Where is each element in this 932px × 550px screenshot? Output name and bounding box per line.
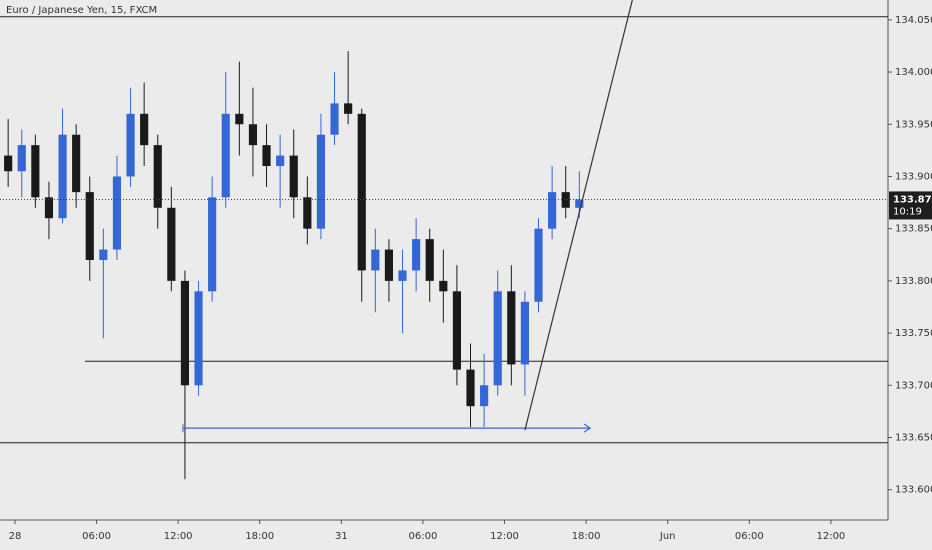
candle-body (208, 197, 217, 292)
candle-body (276, 155, 285, 167)
candle-body (248, 124, 258, 146)
x-tick-label: 12:00 (490, 531, 519, 542)
candle-body (412, 239, 421, 271)
candle-body (316, 134, 326, 229)
y-tick-label: 133.750 (895, 328, 932, 339)
y-tick-label: 133.950 (895, 119, 932, 130)
candle-body (425, 239, 434, 281)
x-tick-label: 18:00 (245, 531, 274, 542)
countdown-label: 10:19 (893, 206, 922, 217)
candle-body (520, 301, 529, 365)
x-tick-label: 06:00 (82, 531, 111, 542)
candle-body (4, 155, 13, 172)
candle-body (180, 280, 190, 386)
candle-body (452, 291, 461, 370)
y-tick-label: 133.850 (895, 224, 932, 235)
candle-body (303, 197, 312, 229)
candle-body (235, 113, 244, 125)
y-tick-label: 133.650 (895, 433, 932, 444)
y-tick-label: 133.600 (895, 485, 932, 496)
trend-line (524, 0, 633, 431)
y-tick-label: 134.000 (895, 67, 932, 78)
candle-body (575, 199, 584, 208)
last-price-box (889, 191, 932, 220)
candle-body (194, 291, 203, 386)
candle-body (480, 385, 489, 407)
candle-body (221, 113, 230, 198)
x-tick-label: 28 (9, 531, 22, 542)
chart-title: Euro / Japanese Yen, 15, FXCM (6, 5, 157, 16)
candle-body (262, 145, 271, 167)
candle-body (140, 113, 149, 146)
candle-body (72, 134, 81, 193)
x-tick-label: 31 (335, 531, 348, 542)
candle-body (344, 103, 353, 114)
candle-body (58, 134, 67, 219)
candle-body (548, 192, 557, 229)
x-tick-label: 06:00 (409, 531, 438, 542)
y-tick-label: 133.800 (895, 276, 932, 287)
candle-body (126, 113, 135, 177)
candle-body (289, 155, 298, 198)
last-price-label: 133.878 (893, 194, 932, 205)
candle-body (371, 249, 380, 271)
candle-body (357, 113, 366, 271)
candle-body (384, 249, 394, 281)
candle-body (493, 291, 502, 386)
x-tick-label: 18:00 (572, 531, 601, 542)
candle-body (466, 369, 475, 407)
y-tick-label: 133.700 (895, 380, 932, 391)
arrow-head (583, 423, 592, 433)
y-tick-label: 133.900 (895, 171, 932, 182)
candle-body (330, 103, 339, 135)
candle-body (31, 145, 40, 198)
candle-body (507, 291, 516, 365)
candle-body (99, 249, 108, 260)
x-tick-label: 12:00 (164, 531, 193, 542)
y-tick-label: 134.050 (895, 15, 932, 26)
x-tick-label: 06:00 (735, 531, 764, 542)
candle-body (439, 280, 448, 292)
candle-body (85, 192, 94, 260)
candle-body (167, 207, 176, 281)
candle-body (534, 228, 543, 302)
candle-body (561, 192, 570, 208)
candle-body (398, 270, 407, 281)
x-tick-label: 12:00 (816, 531, 845, 542)
candle-body (17, 145, 26, 172)
candle-body (153, 145, 162, 208)
x-tick-label: Jun (659, 531, 676, 542)
candle-body (44, 197, 54, 219)
candle-body (112, 176, 122, 250)
